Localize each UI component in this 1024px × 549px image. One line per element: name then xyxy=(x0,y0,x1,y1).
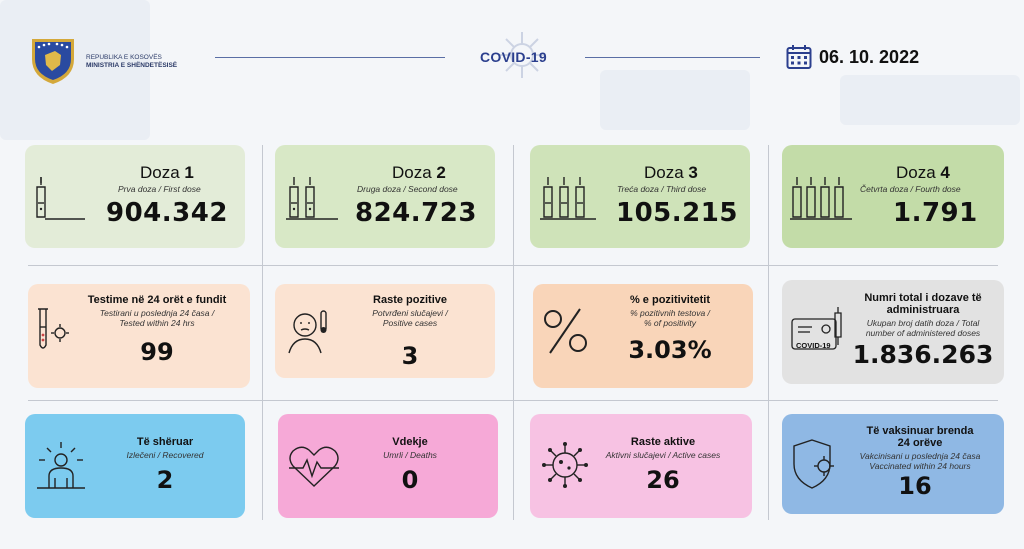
dose3-word: Doza xyxy=(644,163,684,182)
positivity-subtitle-line2: % of positivity xyxy=(644,318,696,328)
test-tube-virus-icon xyxy=(38,308,69,349)
vaccinated-24h-value: 16 xyxy=(898,472,932,500)
positivity-value: 3.03% xyxy=(628,336,712,364)
column-divider xyxy=(262,145,263,520)
row-divider xyxy=(28,265,998,266)
active-cases-card xyxy=(530,414,752,518)
dose1-number: 1 xyxy=(184,163,194,182)
header-divider-right xyxy=(585,57,760,58)
active-cases-value: 26 xyxy=(646,466,680,494)
dose2-title: Doza 2 xyxy=(392,163,446,183)
vials-four-icon xyxy=(790,177,852,220)
dose3-title: Doza 3 xyxy=(644,163,698,183)
deaths-title: Vdekje xyxy=(392,436,428,448)
positive-cases-value: 3 xyxy=(401,342,419,370)
vials-three-icon xyxy=(540,177,596,220)
virus-watermark-icon xyxy=(499,32,545,78)
dose1-card xyxy=(25,145,245,248)
positivity-title: % e pozitivitetit xyxy=(629,294,711,306)
dose4-title: Doza 4 xyxy=(896,163,950,183)
percent-icon xyxy=(544,308,587,354)
tests-value: 99 xyxy=(140,338,174,366)
deaths-value: 0 xyxy=(401,466,419,494)
recovered-subtitle: Izlečeni / Recovered xyxy=(126,450,204,460)
vials-two-icon xyxy=(286,177,338,220)
dose1-word: Doza xyxy=(140,163,180,182)
tests-subtitle-line2: Tested within 24 hrs xyxy=(119,318,195,328)
header-divider-left xyxy=(215,57,445,58)
deaths-subtitle: Umrli / Deaths xyxy=(383,450,437,460)
shield-virus-icon xyxy=(793,439,834,489)
heart-pulse-icon xyxy=(289,446,339,487)
report-date: 06. 10. 2022 xyxy=(819,47,920,67)
positivity-card xyxy=(533,284,753,388)
vial-icon xyxy=(36,177,85,220)
row-divider xyxy=(28,400,998,401)
certificate-label: COVID-19 xyxy=(796,341,831,350)
recovered-title: Të shëruar xyxy=(136,436,194,448)
active-cases-subtitle: Aktivni slučajevi / Active cases xyxy=(605,450,721,460)
dose1-subtitle: Prva doza / First dose xyxy=(118,184,201,194)
page-title: COVID-19 xyxy=(480,49,547,65)
deaths-card xyxy=(278,414,498,518)
dose4-word: Doza xyxy=(896,163,936,182)
active-cases-title: Raste aktive xyxy=(630,436,696,448)
dose4-card xyxy=(782,145,1004,248)
dose2-number: 2 xyxy=(436,163,446,182)
column-divider xyxy=(768,145,769,520)
tests-subtitle-line1: Testirani u poslednja 24 časa / xyxy=(99,308,215,318)
total-doses-title-line2: administruara xyxy=(886,304,960,316)
total-doses-card xyxy=(782,280,1004,384)
background-decoration xyxy=(840,75,1020,125)
recovered-person-icon xyxy=(37,442,85,489)
recovered-value: 2 xyxy=(156,466,174,494)
dose1-value: 904.342 xyxy=(106,198,228,228)
virus-icon xyxy=(542,442,588,488)
vaccination-certificate-icon xyxy=(791,307,842,350)
dose2-value: 824.723 xyxy=(355,198,477,228)
positive-cases-title: Raste pozitive xyxy=(373,294,447,306)
dose4-number: 4 xyxy=(940,163,950,182)
total-doses-subtitle-line2: number of administered doses xyxy=(865,328,981,338)
column-divider xyxy=(513,145,514,520)
dose4-subtitle: Četvrta doza / Fourth dose xyxy=(860,184,961,194)
positive-cases-card xyxy=(275,284,495,378)
vaccinated-24h-subtitle-line2: Vaccinated within 24 hours xyxy=(869,461,971,471)
tests-card xyxy=(28,284,250,388)
dose3-number: 3 xyxy=(688,163,698,182)
dose2-subtitle: Druga doza / Second dose xyxy=(357,184,458,194)
background-decoration xyxy=(0,0,150,140)
sick-person-icon xyxy=(288,310,327,354)
tests-title: Testime në 24 orët e fundit xyxy=(87,294,227,306)
background-decoration xyxy=(600,70,750,130)
dose3-card xyxy=(530,145,750,248)
kosovo-emblem-icon xyxy=(32,39,74,84)
dose2-card xyxy=(275,145,495,248)
dose3-subtitle: Treća doza / Third dose xyxy=(617,184,707,194)
ministry-name: REPUBLIKA E KOSOVËS MINISTRIA E SHËNDETË… xyxy=(86,54,177,70)
positive-cases-subtitle-line2: Positive cases xyxy=(382,318,438,328)
dose3-value: 105.215 xyxy=(616,198,738,228)
dose1-title: Doza 1 xyxy=(140,163,194,183)
positive-cases-subtitle-line1: Potvrđeni slučajevi / xyxy=(372,308,448,318)
positivity-subtitle-line1: % pozitivnih testova / xyxy=(630,308,710,318)
vaccinated-24h-title-line2: 24 orëve xyxy=(897,437,943,449)
ministry-line1: REPUBLIKA E KOSOVËS xyxy=(86,54,162,61)
vaccinated-24h-title-line1: Të vaksinuar brenda xyxy=(866,425,974,437)
total-doses-title-line1: Numri total i dozave të xyxy=(864,292,982,304)
dose2-word: Doza xyxy=(392,163,432,182)
calendar-icon xyxy=(786,45,812,69)
total-doses-value: 1.836.263 xyxy=(852,340,994,369)
total-doses-subtitle-line1: Ukupan broj datih doza / Total xyxy=(866,318,980,328)
vaccinated-24h-subtitle-line1: Vakcinisani u poslednja 24 časa xyxy=(859,451,981,461)
dose4-value: 1.791 xyxy=(893,198,978,228)
ministry-line2: MINISTRIA E SHËNDETËSISË xyxy=(86,62,178,69)
